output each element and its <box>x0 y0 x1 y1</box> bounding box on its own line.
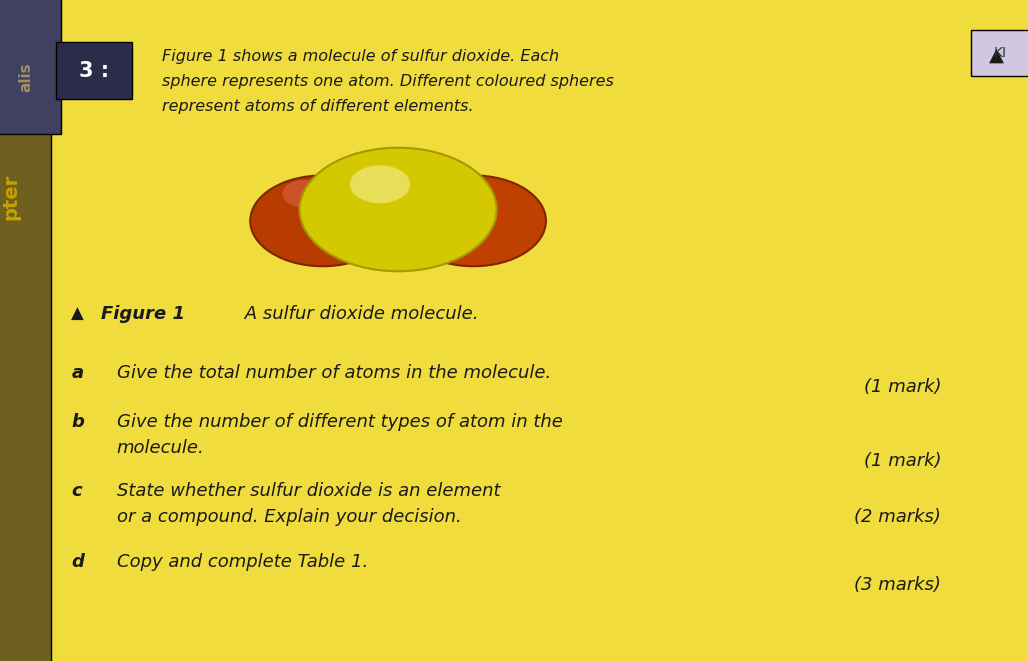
Circle shape <box>433 180 478 208</box>
Text: alis: alis <box>19 62 34 92</box>
Text: a: a <box>71 364 83 382</box>
Circle shape <box>350 165 410 203</box>
Text: pter: pter <box>1 174 21 220</box>
Text: State whether sulfur dioxide is an element: State whether sulfur dioxide is an eleme… <box>116 482 500 500</box>
Text: (2 marks): (2 marks) <box>854 508 942 526</box>
Text: ▲: ▲ <box>71 305 84 323</box>
Text: Copy and complete Table 1.: Copy and complete Table 1. <box>116 553 368 571</box>
FancyBboxPatch shape <box>0 8 51 661</box>
Text: Give the number of different types of atom in the: Give the number of different types of at… <box>116 412 562 430</box>
Text: Give the total number of atoms in the molecule.: Give the total number of atoms in the mo… <box>116 364 551 382</box>
Circle shape <box>299 147 497 271</box>
FancyBboxPatch shape <box>57 42 132 99</box>
Text: (1 mark): (1 mark) <box>864 379 942 397</box>
Text: (3 marks): (3 marks) <box>854 576 942 594</box>
Text: KI: KI <box>994 46 1007 60</box>
Text: d: d <box>71 553 84 571</box>
Circle shape <box>250 175 395 266</box>
Circle shape <box>401 175 546 266</box>
Text: represent atoms of different elements.: represent atoms of different elements. <box>161 99 473 114</box>
Text: c: c <box>71 482 82 500</box>
Text: (1 mark): (1 mark) <box>864 451 942 469</box>
FancyBboxPatch shape <box>971 30 1028 76</box>
FancyBboxPatch shape <box>0 0 62 134</box>
Text: b: b <box>71 412 84 430</box>
Text: sphere represents one atom. Different coloured spheres: sphere represents one atom. Different co… <box>161 74 614 89</box>
Text: Figure 1: Figure 1 <box>102 305 185 323</box>
Text: molecule.: molecule. <box>116 439 205 457</box>
Text: Figure 1 shows a molecule of sulfur dioxide. Each: Figure 1 shows a molecule of sulfur diox… <box>161 49 559 63</box>
Text: A sulfur dioxide molecule.: A sulfur dioxide molecule. <box>240 305 479 323</box>
Text: 3 :: 3 : <box>79 61 109 81</box>
Circle shape <box>283 180 327 208</box>
Text: ▲: ▲ <box>989 46 1004 65</box>
Text: or a compound. Explain your decision.: or a compound. Explain your decision. <box>116 508 462 526</box>
